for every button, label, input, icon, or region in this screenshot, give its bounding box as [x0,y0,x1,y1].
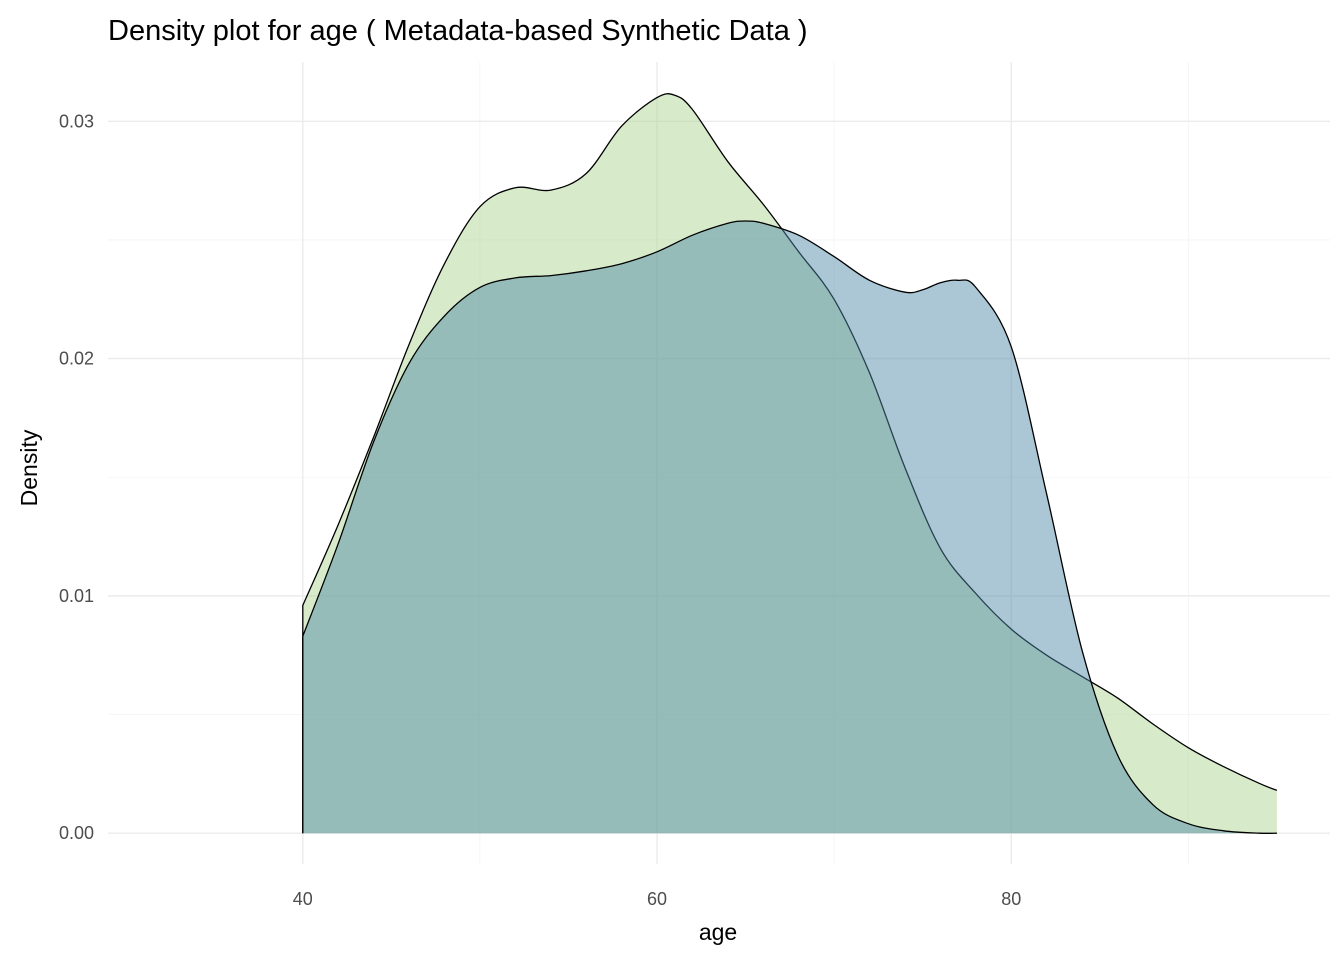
density-area-2 [302,221,1277,834]
y-tick-label: 0.02 [59,349,94,369]
x-tick-label: 60 [647,889,667,909]
y-axis-title: Density [16,429,42,506]
x-tick-label: 40 [293,889,313,909]
x-axis-title: age [699,919,737,945]
y-tick-label: 0.03 [59,111,94,131]
x-tick-label: 80 [1001,889,1021,909]
density-area-1 [302,93,1277,834]
y-tick-label: 0.00 [59,823,94,843]
density-outline-1 [302,93,1278,834]
tick-labels: 40 60 80 0.00 0.01 0.02 0.03 [59,111,1021,909]
density-areas [302,93,1278,834]
density-outline-2 [302,220,1277,834]
y-tick-label: 0.01 [59,586,94,606]
chart-title: Density plot for age ( Metadata-based Sy… [108,15,808,47]
